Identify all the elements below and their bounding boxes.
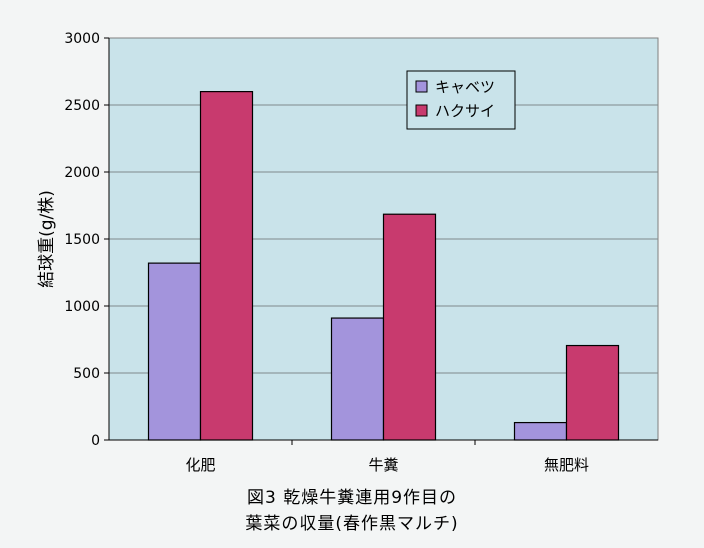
y-tick-label: 500	[73, 366, 100, 382]
y-tick-label: 0	[91, 433, 100, 449]
bar	[330, 317, 385, 441]
x-tick-label: 牛糞	[368, 456, 398, 474]
bar	[382, 213, 437, 441]
legend-label: キャベツ	[435, 78, 495, 96]
y-tick-label: 3000	[64, 31, 100, 47]
figure-caption-line-2: 葉菜の収量(春作黒マルチ)	[245, 514, 459, 534]
y-tick-label: 2000	[64, 165, 100, 181]
y-axis-title: 結球重(g/株)	[37, 190, 57, 288]
x-tick-label: 化肥	[185, 456, 215, 474]
bar	[199, 90, 254, 441]
y-tick-label: 2500	[64, 98, 100, 114]
bar-chart: 0 500 1000 1500 2000 2500 3000 化肥 牛糞 無肥料 結球重(g/株) キ…	[37, 31, 659, 474]
x-tick-label: 無肥料	[544, 456, 589, 474]
legend-swatch	[415, 104, 428, 117]
bar	[147, 262, 202, 441]
y-tick-label: 1000	[64, 299, 100, 315]
bar	[513, 421, 568, 441]
legend-swatch	[415, 80, 428, 93]
y-tick-label: 1500	[64, 232, 100, 248]
bar	[565, 344, 620, 441]
legend-label: ハクサイ	[435, 102, 495, 120]
figure-caption-line-1: 図3 乾燥牛糞連用9作目の	[246, 488, 458, 508]
